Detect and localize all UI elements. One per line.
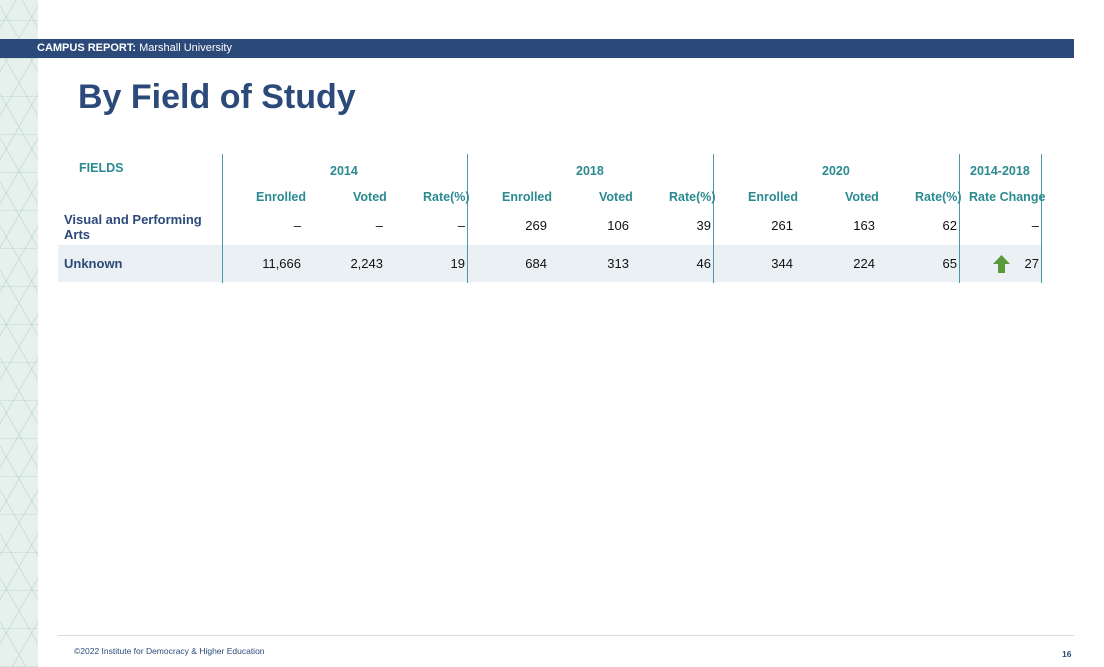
row1-2018-enrolled: 269 (525, 218, 547, 233)
institution-name: Marshall University (139, 42, 232, 54)
row2-2014-voted: 2,243 (350, 256, 383, 271)
row2-2018-rate: 46 (696, 256, 711, 271)
subheader-2014-enrolled: Enrolled (256, 190, 307, 204)
row-label-visual-performing-arts: Visual and Performing Arts (64, 212, 202, 242)
subheader-2020-enrolled: Enrolled (748, 190, 799, 204)
footer-divider (58, 635, 1074, 636)
subheader-2014-rate: Rate(%) (423, 190, 470, 204)
row-highlight-unknown (58, 245, 1042, 282)
subheader-2020-voted: Voted (845, 190, 879, 204)
row2-2020-voted: 224 (853, 256, 875, 271)
year-header-2014: 2014 (330, 164, 358, 178)
row-label-unknown: Unknown (64, 256, 123, 271)
subheader-2018-enrolled: Enrolled (502, 190, 553, 204)
fields-header: FIELDS (79, 161, 124, 175)
row1-2014-voted: – (375, 218, 383, 233)
row2-2018-enrolled: 684 (525, 256, 547, 271)
row1-2018-rate: 39 (696, 218, 711, 233)
arrow-up-icon (993, 255, 1010, 273)
subheader-2018-rate: Rate(%) (669, 190, 716, 204)
row1-2020-rate: 62 (942, 218, 957, 233)
subheader-2020-rate: Rate(%) (915, 190, 962, 204)
footer-copyright: ©2022 Institute for Democracy & Higher E… (74, 646, 265, 656)
row1-2018-voted: 106 (607, 218, 629, 233)
row1-2020-voted: 163 (853, 218, 875, 233)
year-header-2014-2018: 2014-2018 (970, 164, 1030, 178)
page-number: 16 (1062, 649, 1072, 659)
row2-rate-change: 27 (1024, 256, 1039, 271)
divider-fields (222, 154, 223, 283)
divider-rate-change (1041, 154, 1042, 283)
subheader-rate-change: Rate Change (969, 190, 1046, 204)
page-title: By Field of Study (78, 78, 356, 116)
side-decorative-pattern (0, 0, 38, 667)
row1-rate-change: – (1031, 218, 1039, 233)
row2-2020-rate: 65 (942, 256, 957, 271)
row2-2020-enrolled: 344 (771, 256, 793, 271)
row2-2014-rate: 19 (450, 256, 465, 271)
divider-2020 (959, 154, 960, 283)
divider-2018 (713, 154, 714, 283)
subheader-2014-voted: Voted (353, 190, 387, 204)
row2-2018-voted: 313 (607, 256, 629, 271)
report-header-text: CAMPUS REPORT: Marshall University (37, 39, 232, 58)
row2-2014-enrolled: 11,666 (262, 256, 301, 271)
year-header-2020: 2020 (822, 164, 850, 178)
report-header-bar: CAMPUS REPORT: Marshall University (0, 39, 1074, 58)
year-header-2018: 2018 (576, 164, 604, 178)
row1-2014-rate: – (457, 218, 465, 233)
report-label: CAMPUS REPORT: (37, 42, 137, 54)
divider-2014 (467, 154, 468, 283)
row1-2020-enrolled: 261 (771, 218, 793, 233)
row1-2014-enrolled: – (293, 218, 301, 233)
subheader-2018-voted: Voted (599, 190, 633, 204)
